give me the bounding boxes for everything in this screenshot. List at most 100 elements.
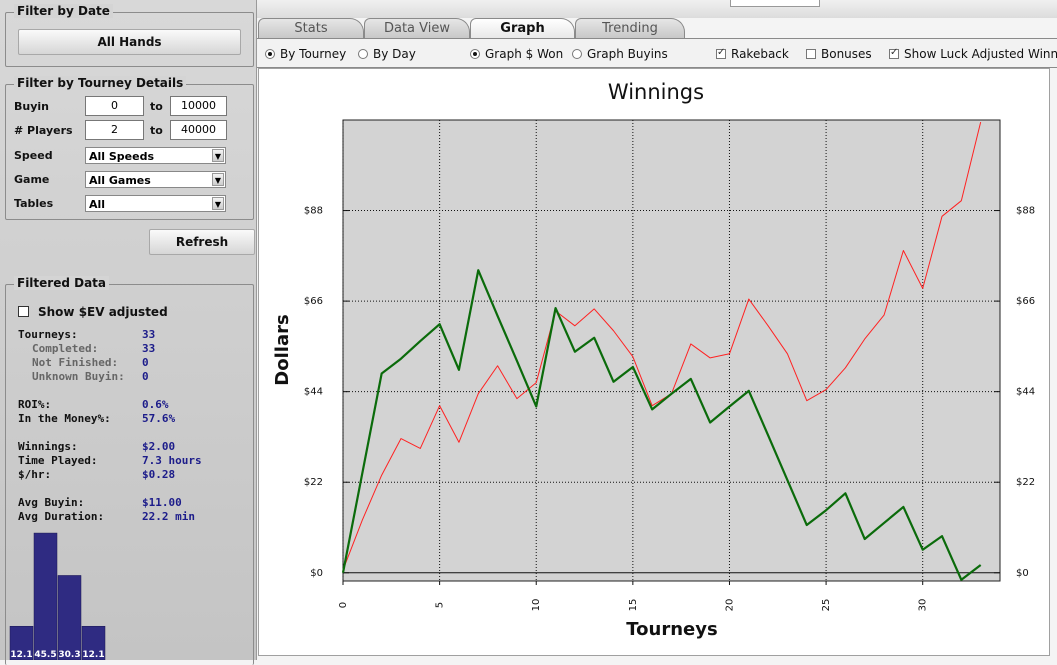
bar-label: 30.3 <box>58 650 80 660</box>
y-tick-label-right: $22 <box>1016 477 1035 488</box>
stat-value: $0.28 <box>142 468 176 481</box>
dropdown[interactable]: All Games ▼ <box>85 171 226 188</box>
y-axis-label: Dollars <box>272 314 293 385</box>
option[interactable]: Rakeback <box>716 47 789 61</box>
option-label: Bonuses <box>821 47 872 61</box>
to-input[interactable]: 40000 <box>170 120 227 140</box>
option[interactable]: Bonuses <box>806 47 872 61</box>
from-input[interactable]: 0 <box>85 96 144 116</box>
option-label: By Tourney <box>280 47 347 61</box>
stat-value: 0 <box>142 370 149 383</box>
filtered-data-group: Filtered Data <box>5 276 254 665</box>
ev-checkbox[interactable] <box>18 306 29 317</box>
group-title: Filtered Data <box>14 276 110 290</box>
tab[interactable]: Graph <box>470 18 575 38</box>
bar <box>57 575 82 660</box>
winnings-chart: Winnings Tourneys Dollars 0 5 10 15 20 25 30 $0… <box>272 80 1035 640</box>
stat-value: 0.6% <box>142 398 169 411</box>
chart-title: Winnings <box>608 80 704 104</box>
series-line <box>342 121 982 571</box>
y-tick-label: $44 <box>304 387 323 398</box>
bar <box>33 532 58 660</box>
y-tick-label: $66 <box>304 296 323 307</box>
dropdown-value: All Games <box>89 174 151 187</box>
stat-value: 22.2 min <box>142 510 195 523</box>
bar-label: 12.1 <box>82 650 104 660</box>
x-axis-label: Tourneys <box>626 619 717 640</box>
plot-area <box>342 119 1001 582</box>
radio[interactable] <box>572 49 582 59</box>
option-label: Graph Buyins <box>587 47 668 61</box>
option[interactable]: Show Luck Adjusted Winnings <box>889 47 1057 61</box>
y-tick-label: $22 <box>304 477 323 488</box>
y-tick-label-right: $66 <box>1016 296 1035 307</box>
x-tick-label: 20 <box>724 599 735 612</box>
sidebar: Filter by Date All Hands Filter by Tourn… <box>0 0 257 665</box>
stat-value: 33 <box>142 342 156 355</box>
stat-value: $2.00 <box>142 440 176 453</box>
dropdown-value: All Speeds <box>89 150 155 163</box>
from-input[interactable]: 2 <box>85 120 144 140</box>
option-label: By Day <box>373 47 416 61</box>
to-input[interactable]: 10000 <box>170 96 227 116</box>
options-bar <box>256 38 1057 68</box>
top-strip <box>256 0 1057 18</box>
field-label: # Players <box>14 124 73 137</box>
option-label: Show Luck Adjusted Winnings <box>904 47 1057 61</box>
group-title: Filter by Tourney Details <box>14 76 187 90</box>
dropdown-value: All <box>89 198 106 211</box>
dropdown[interactable]: All Speeds ▼ <box>85 147 226 164</box>
filter-date-group: Filter by Date All Hands <box>5 4 254 67</box>
x-tick-label: 30 <box>918 599 929 612</box>
x-tick-label: 5 <box>435 602 446 608</box>
refresh-button[interactable]: Refresh <box>149 229 255 255</box>
stat-value: 7.3 hours <box>142 454 202 467</box>
dropdown[interactable]: All ▼ <box>85 195 226 212</box>
buyin-distribution: 12.1 45.5 30.3 12.1 <box>9 532 106 660</box>
stat-label: ROI%: <box>18 398 52 411</box>
tab[interactable]: Data View <box>364 18 470 38</box>
group-title: Filter by Date <box>14 4 113 18</box>
checkbox[interactable] <box>716 47 726 59</box>
option[interactable]: Graph $ Won <box>470 47 563 61</box>
field-label: Speed <box>14 149 53 162</box>
dropdown-arrow[interactable]: ▼ <box>212 149 224 162</box>
partial-dropdown[interactable] <box>730 0 820 7</box>
stat-label: In the Money%: <box>18 412 111 425</box>
field-label: Game <box>14 173 50 186</box>
all-hands-button[interactable]: All Hands <box>18 29 241 55</box>
stat-label: Avg Buyin: <box>18 496 85 509</box>
stat-value: 0 <box>142 356 149 369</box>
option[interactable]: By Day <box>358 47 416 61</box>
option-label: Graph $ Won <box>485 47 564 61</box>
field-label: Buyin <box>14 100 49 113</box>
ev-checkbox-label: Show $EV adjusted <box>38 305 168 319</box>
stat-label: Unknown Buyin: <box>32 370 125 383</box>
stat-label: $/hr: <box>18 468 52 481</box>
option[interactable]: By Tourney <box>265 47 346 61</box>
bar-label: 45.5 <box>34 650 56 660</box>
bar-label: 12.1 <box>10 650 32 660</box>
radio[interactable] <box>265 49 275 59</box>
to-label: to <box>150 100 163 113</box>
stat-value: $11.00 <box>142 496 182 509</box>
tab[interactable]: Trending <box>575 18 685 38</box>
stat-label: Not Finished: <box>32 356 119 369</box>
tab[interactable]: Stats <box>258 18 364 38</box>
checkbox[interactable] <box>889 47 899 59</box>
option[interactable]: Graph Buyins <box>572 47 668 61</box>
stat-label: Winnings: <box>18 440 78 453</box>
radio[interactable] <box>470 49 480 59</box>
stat-value: 33 <box>142 328 156 341</box>
option-label: Rakeback <box>731 47 789 61</box>
checkbox[interactable] <box>806 49 816 59</box>
radio[interactable] <box>358 49 368 59</box>
x-tick-label: 10 <box>531 599 542 612</box>
stat-label: Avg Duration: <box>18 510 105 523</box>
x-tick-label: 25 <box>821 599 832 612</box>
to-label: to <box>150 124 163 137</box>
y-tick-label-right: $88 <box>1016 206 1035 217</box>
dropdown-arrow[interactable]: ▼ <box>212 197 224 210</box>
dropdown-arrow[interactable]: ▼ <box>212 173 224 186</box>
stat-label: Tourneys: <box>18 328 78 341</box>
